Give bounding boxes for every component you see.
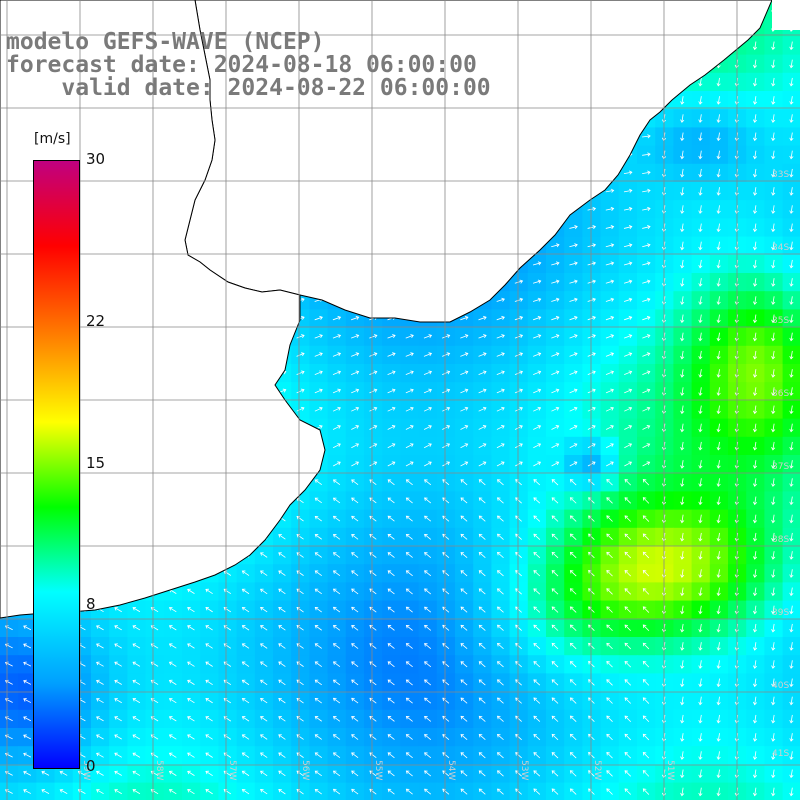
title-forecast-date: forecast date: 2024-08-18 06:00:00	[6, 52, 477, 78]
lat-label: 34S	[772, 243, 789, 253]
lon-label: 54W	[446, 760, 456, 780]
lon-label: 56W	[300, 760, 310, 780]
lat-label: 37S	[772, 462, 789, 472]
lon-label: 58W	[154, 760, 164, 780]
title-valid-date: valid date: 2024-08-22 06:00:00	[6, 75, 491, 101]
colorbar-tick-label: 0	[86, 757, 96, 775]
lat-label: 35S	[772, 316, 789, 326]
lon-label: 59W	[81, 760, 91, 780]
lat-label: 41S	[772, 749, 789, 759]
lat-label: 38S	[772, 535, 789, 545]
lon-label: 53W	[519, 760, 529, 780]
colorbar-tick-label: 22	[86, 311, 106, 330]
lat-label: 40S	[772, 681, 789, 691]
grid-labels: 33S 34S 35S 36S 37S 38S 39S 40S 41S 59W 58W 57W 56W 5…	[81, 170, 789, 780]
colorbar-gradient	[33, 160, 80, 769]
title-model: modelo GEFS-WAVE (NCEP)	[6, 29, 325, 55]
colorbar-tick-label: 15	[86, 453, 106, 472]
colorbar-tick-label: 30	[86, 150, 106, 168]
land-region-left	[0, 0, 326, 619]
lat-label: 39S	[772, 608, 789, 618]
lon-label: 55W	[373, 760, 383, 780]
colorbar-tick-label: 8	[86, 595, 96, 614]
lon-label: 57W	[227, 760, 237, 780]
colorbar-unit: [m/s]	[34, 131, 71, 147]
lon-label: 52W	[592, 760, 602, 780]
lat-label: 33S	[772, 170, 789, 180]
lat-label: 36S	[772, 389, 789, 399]
land-notch-top-right	[772, 0, 800, 30]
land-mask	[0, 0, 800, 619]
lon-label: 51W	[665, 760, 675, 780]
